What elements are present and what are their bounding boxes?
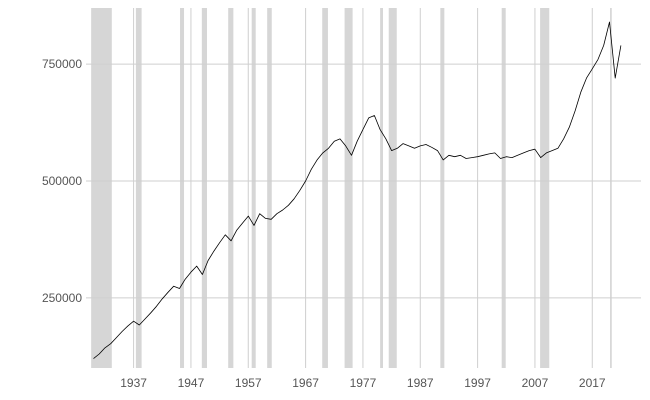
recession-band-10 xyxy=(388,8,397,368)
x-tick-label: 1977 xyxy=(350,376,377,390)
series-layer xyxy=(93,21,622,359)
recession-band-11 xyxy=(440,8,445,368)
recession-band-3 xyxy=(201,8,207,368)
x-tick-label: 1997 xyxy=(464,376,491,390)
recession-band-12 xyxy=(501,8,506,368)
recession-band-8 xyxy=(344,8,353,368)
series-line-0 xyxy=(93,21,622,359)
recession-band-1 xyxy=(135,8,142,368)
recession-band-4 xyxy=(228,8,234,368)
vertical-grid xyxy=(133,8,593,368)
y-tick-label: 500000 xyxy=(42,174,82,188)
y-tick-label: 750000 xyxy=(42,57,82,71)
x-tick-label: 2007 xyxy=(522,376,549,390)
x-tick-label: 1937 xyxy=(120,376,147,390)
recession-band-13 xyxy=(540,8,550,368)
y-tick-label: 250000 xyxy=(42,291,82,305)
x-tick-label: 1947 xyxy=(178,376,205,390)
recession-band-0 xyxy=(91,8,112,368)
recession-band-2 xyxy=(180,8,185,368)
recession-bands xyxy=(91,8,612,368)
y-axis-tick-labels: 250000 500000 750000 xyxy=(42,57,82,305)
recession-band-9 xyxy=(380,8,383,368)
x-tick-label: 1987 xyxy=(407,376,434,390)
horizontal-grid xyxy=(86,63,641,299)
x-tick-label: 1967 xyxy=(292,376,319,390)
x-tick-label: 2017 xyxy=(579,376,606,390)
x-tick-label: 1957 xyxy=(235,376,262,390)
recession-band-5 xyxy=(251,8,256,368)
recession-band-7 xyxy=(322,8,328,368)
recession-band-6 xyxy=(267,8,272,368)
x-axis-tick-labels: 1937 1947 1957 1967 1977 1987 1997 2007 2017 xyxy=(120,376,606,390)
recession-band-14 xyxy=(610,8,612,368)
